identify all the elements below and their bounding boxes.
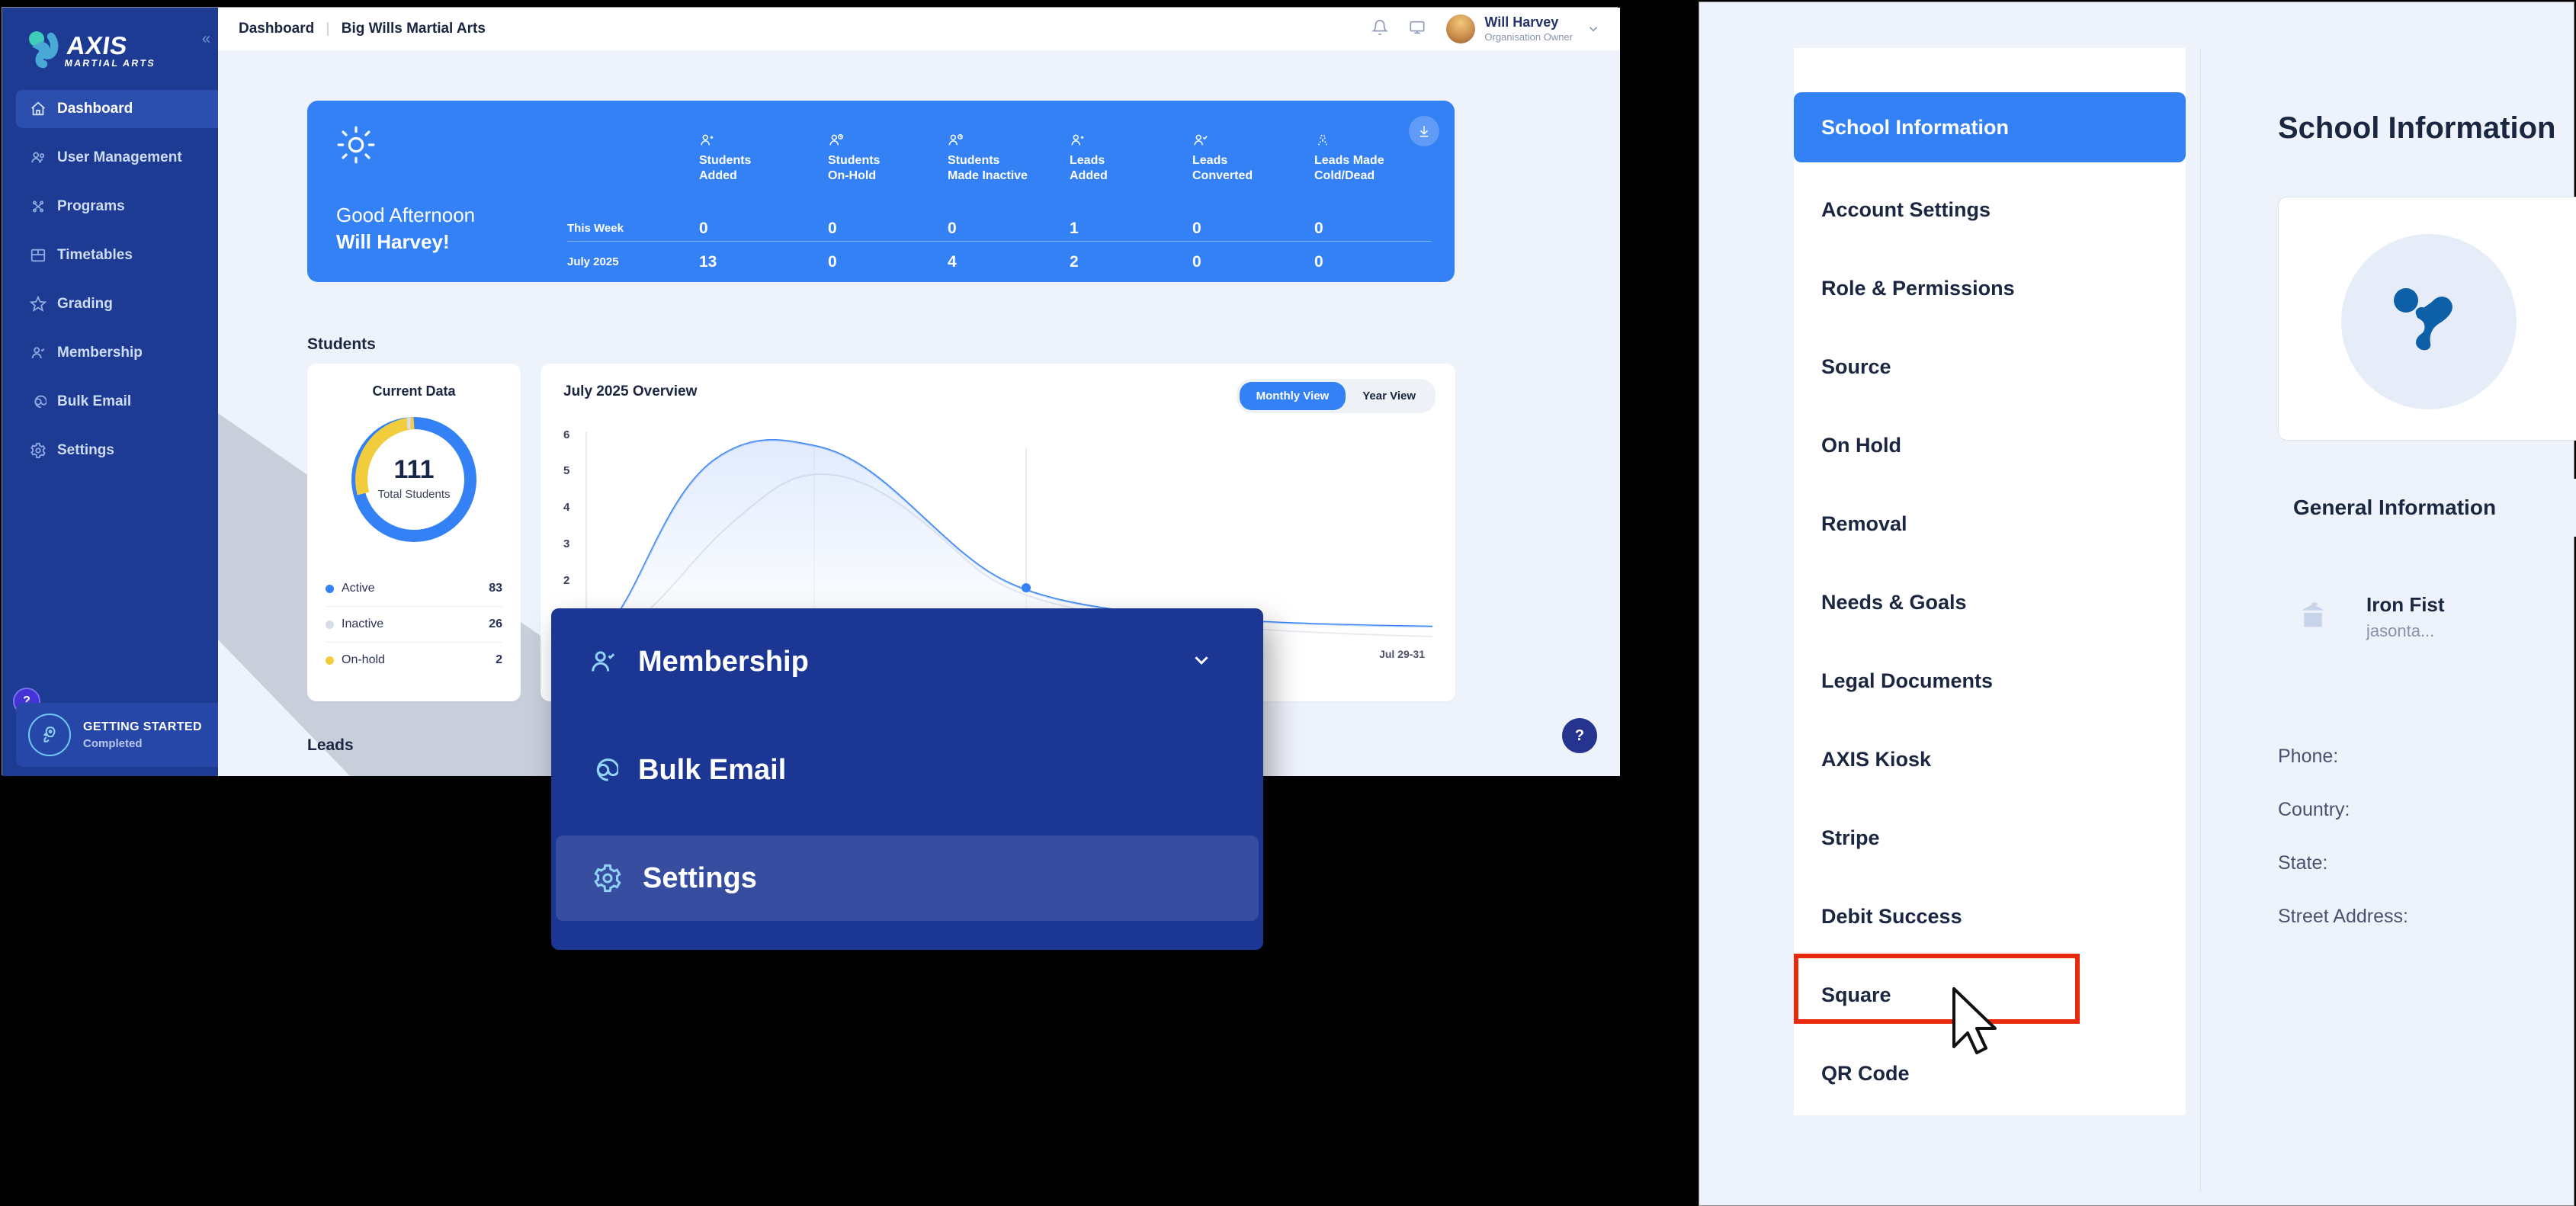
- svg-text:111: 111: [394, 455, 435, 484]
- svg-text:MARTIAL ARTS: MARTIAL ARTS: [64, 58, 156, 69]
- svg-text:Total Students: Total Students: [377, 488, 450, 501]
- svg-text:AXIS: AXIS: [65, 32, 129, 60]
